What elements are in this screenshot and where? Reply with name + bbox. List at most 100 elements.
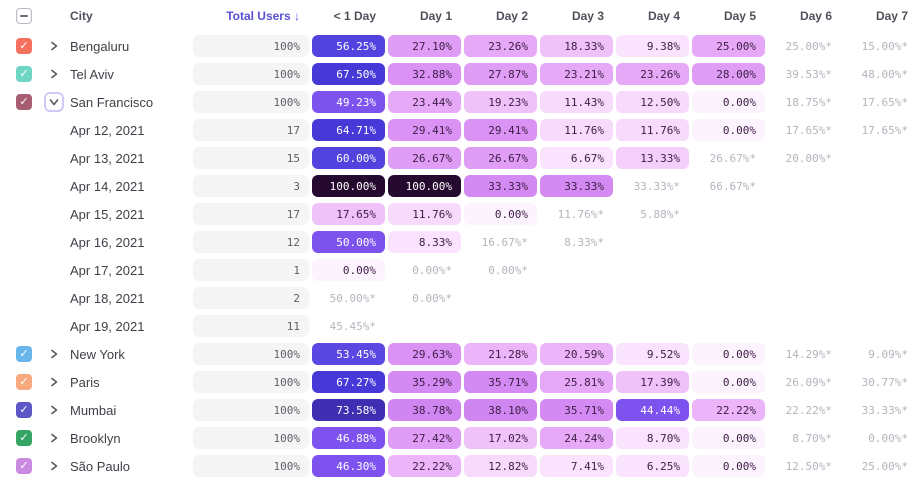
retention-cell[interactable]: 0.00% bbox=[312, 259, 385, 281]
retention-cell[interactable]: 0.00% bbox=[692, 455, 765, 477]
retention-cell[interactable]: 24.24% bbox=[540, 427, 613, 449]
retention-cell[interactable]: 21.28% bbox=[464, 343, 537, 365]
retention-cell[interactable]: 17.39% bbox=[616, 371, 689, 393]
retention-cell-estimate[interactable]: 17.65%* bbox=[861, 95, 908, 109]
retention-cell-estimate[interactable]: 15.00%* bbox=[861, 39, 908, 53]
retention-cell-estimate[interactable]: 33.33%* bbox=[633, 179, 680, 193]
expand-chevron-right-icon[interactable] bbox=[44, 36, 64, 56]
retention-cell[interactable]: 11.43% bbox=[540, 91, 613, 113]
retention-cell[interactable]: 50.00% bbox=[312, 231, 385, 253]
column-header-total-users[interactable]: Total Users ↓ bbox=[226, 9, 300, 23]
retention-cell-estimate[interactable]: 25.00%* bbox=[785, 39, 832, 53]
retention-cell[interactable]: 22.22% bbox=[692, 399, 765, 421]
retention-cell[interactable]: 13.33% bbox=[616, 147, 689, 169]
retention-cell-estimate[interactable]: 0.00%* bbox=[868, 431, 908, 445]
retention-cell[interactable]: 23.26% bbox=[616, 63, 689, 85]
retention-cell[interactable]: 35.71% bbox=[540, 399, 613, 421]
row-checkbox[interactable]: ✓ bbox=[16, 402, 32, 418]
expand-chevron-right-icon[interactable] bbox=[44, 64, 64, 84]
retention-cell[interactable]: 29.63% bbox=[388, 343, 461, 365]
retention-cell-estimate[interactable]: 66.67%* bbox=[709, 179, 756, 193]
retention-cell[interactable]: 27.42% bbox=[388, 427, 461, 449]
retention-cell-estimate[interactable]: 0.00%* bbox=[488, 263, 528, 277]
retention-cell-estimate[interactable]: 9.09%* bbox=[868, 347, 908, 361]
retention-cell[interactable]: 26.67% bbox=[388, 147, 461, 169]
retention-cell[interactable]: 67.50% bbox=[312, 63, 385, 85]
retention-cell[interactable]: 35.71% bbox=[464, 371, 537, 393]
row-checkbox[interactable]: ✓ bbox=[16, 346, 32, 362]
retention-cell-estimate[interactable]: 11.76%* bbox=[557, 207, 604, 221]
row-checkbox[interactable]: ✓ bbox=[16, 430, 32, 446]
retention-cell-estimate[interactable]: 0.00%* bbox=[412, 263, 452, 277]
retention-cell-estimate[interactable]: 26.09%* bbox=[785, 375, 832, 389]
retention-cell[interactable]: 33.33% bbox=[464, 175, 537, 197]
retention-cell[interactable]: 17.02% bbox=[464, 427, 537, 449]
retention-cell[interactable]: 100.00% bbox=[312, 175, 385, 197]
retention-cell-estimate[interactable]: 20.00%* bbox=[785, 151, 832, 165]
retention-cell-estimate[interactable]: 26.67%* bbox=[709, 151, 756, 165]
retention-cell[interactable]: 64.71% bbox=[312, 119, 385, 141]
retention-cell[interactable]: 9.38% bbox=[616, 35, 689, 57]
retention-cell[interactable]: 29.41% bbox=[464, 119, 537, 141]
retention-cell[interactable]: 23.26% bbox=[464, 35, 537, 57]
retention-cell-estimate[interactable]: 8.70%* bbox=[792, 431, 832, 445]
retention-cell[interactable]: 0.00% bbox=[692, 119, 765, 141]
expand-chevron-right-icon[interactable] bbox=[44, 400, 64, 420]
retention-cell[interactable]: 28.00% bbox=[692, 63, 765, 85]
retention-cell-estimate[interactable]: 8.33%* bbox=[564, 235, 604, 249]
retention-cell-estimate[interactable]: 25.00%* bbox=[861, 459, 908, 473]
retention-cell[interactable]: 32.88% bbox=[388, 63, 461, 85]
retention-cell-estimate[interactable]: 0.00%* bbox=[412, 291, 452, 305]
retention-cell[interactable]: 0.00% bbox=[692, 343, 765, 365]
retention-cell[interactable]: 6.67% bbox=[540, 147, 613, 169]
retention-cell[interactable]: 17.65% bbox=[312, 203, 385, 225]
retention-cell-estimate[interactable]: 12.50%* bbox=[785, 459, 832, 473]
expand-chevron-right-icon[interactable] bbox=[44, 428, 64, 448]
retention-cell[interactable]: 27.87% bbox=[464, 63, 537, 85]
retention-cell-estimate[interactable]: 16.67%* bbox=[481, 235, 528, 249]
retention-cell[interactable]: 29.41% bbox=[388, 119, 461, 141]
retention-cell[interactable]: 12.82% bbox=[464, 455, 537, 477]
retention-cell[interactable]: 11.76% bbox=[540, 119, 613, 141]
retention-cell[interactable]: 20.59% bbox=[540, 343, 613, 365]
expand-chevron-right-icon[interactable] bbox=[44, 344, 64, 364]
row-checkbox[interactable]: ✓ bbox=[16, 38, 32, 54]
retention-cell[interactable]: 60.00% bbox=[312, 147, 385, 169]
retention-cell[interactable]: 46.30% bbox=[312, 455, 385, 477]
row-checkbox[interactable]: ✓ bbox=[16, 66, 32, 82]
retention-cell-estimate[interactable]: 5.88%* bbox=[640, 207, 680, 221]
retention-cell-estimate[interactable]: 17.65%* bbox=[785, 123, 832, 137]
retention-cell[interactable]: 23.44% bbox=[388, 91, 461, 113]
retention-cell-estimate[interactable]: 22.22%* bbox=[785, 403, 832, 417]
retention-cell[interactable]: 33.33% bbox=[540, 175, 613, 197]
retention-cell[interactable]: 25.81% bbox=[540, 371, 613, 393]
retention-cell[interactable]: 11.76% bbox=[388, 203, 461, 225]
retention-cell[interactable]: 0.00% bbox=[464, 203, 537, 225]
retention-cell[interactable]: 22.22% bbox=[388, 455, 461, 477]
retention-cell[interactable]: 0.00% bbox=[692, 427, 765, 449]
retention-cell[interactable]: 56.25% bbox=[312, 35, 385, 57]
expand-chevron-right-icon[interactable] bbox=[44, 372, 64, 392]
retention-cell[interactable]: 49.23% bbox=[312, 91, 385, 113]
retention-cell[interactable]: 73.58% bbox=[312, 399, 385, 421]
retention-cell[interactable]: 46.88% bbox=[312, 427, 385, 449]
retention-cell[interactable]: 7.41% bbox=[540, 455, 613, 477]
collapse-chevron-down-icon[interactable] bbox=[44, 92, 64, 112]
retention-cell[interactable]: 11.76% bbox=[616, 119, 689, 141]
retention-cell[interactable]: 9.52% bbox=[616, 343, 689, 365]
retention-cell-estimate[interactable]: 14.29%* bbox=[785, 347, 832, 361]
retention-cell[interactable]: 6.25% bbox=[616, 455, 689, 477]
retention-cell-estimate[interactable]: 48.00%* bbox=[861, 67, 908, 81]
retention-cell-estimate[interactable]: 45.45%* bbox=[329, 319, 376, 333]
retention-cell[interactable]: 35.29% bbox=[388, 371, 461, 393]
retention-cell[interactable]: 8.70% bbox=[616, 427, 689, 449]
retention-cell-estimate[interactable]: 39.53%* bbox=[785, 67, 832, 81]
retention-cell[interactable]: 53.45% bbox=[312, 343, 385, 365]
retention-cell[interactable]: 25.00% bbox=[692, 35, 765, 57]
retention-cell[interactable]: 23.21% bbox=[540, 63, 613, 85]
row-checkbox[interactable]: ✓ bbox=[16, 94, 32, 110]
retention-cell[interactable]: 44.44% bbox=[616, 399, 689, 421]
select-all-checkbox[interactable] bbox=[16, 8, 32, 24]
retention-cell-estimate[interactable]: 50.00%* bbox=[329, 291, 376, 305]
retention-cell[interactable]: 27.10% bbox=[388, 35, 461, 57]
